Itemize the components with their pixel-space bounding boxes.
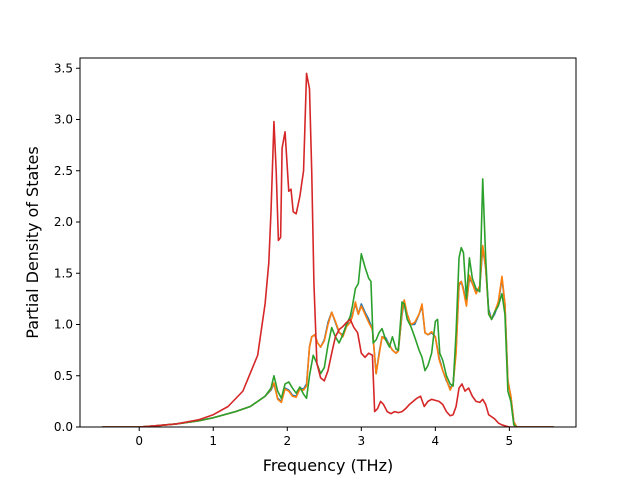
y-tick-label: 2.5 [54, 164, 73, 178]
x-tick-label: 1 [209, 434, 217, 448]
y-tick-label: 0.5 [54, 369, 73, 383]
x-tick-label: 0 [135, 434, 143, 448]
y-axis-label: Partial Density of States [23, 146, 42, 338]
x-axis-label: Frequency (THz) [263, 456, 393, 475]
series-line-4 [102, 72, 554, 427]
series-line-3 [102, 178, 554, 427]
y-tick-label: 3.5 [54, 61, 73, 75]
x-tick-label: 3 [357, 434, 365, 448]
series-line-2 [102, 244, 554, 427]
y-tick-label: 3.0 [54, 113, 73, 127]
y-tick-label: 1.0 [54, 318, 73, 332]
ticks-layer: 0 1 2 3 4 5 0.0 0.5 1.0 1.5 2.0 2.5 3.0 3.5 [54, 61, 513, 448]
y-tick-label: 2.0 [54, 215, 73, 229]
plot-frame [79, 57, 577, 428]
x-tick-label: 4 [432, 434, 440, 448]
plot-area [102, 72, 554, 427]
y-tick-label: 1.5 [54, 266, 73, 280]
x-tick-label: 5 [506, 434, 514, 448]
y-tick-label: 0.0 [54, 420, 73, 434]
x-tick-label: 2 [283, 434, 291, 448]
